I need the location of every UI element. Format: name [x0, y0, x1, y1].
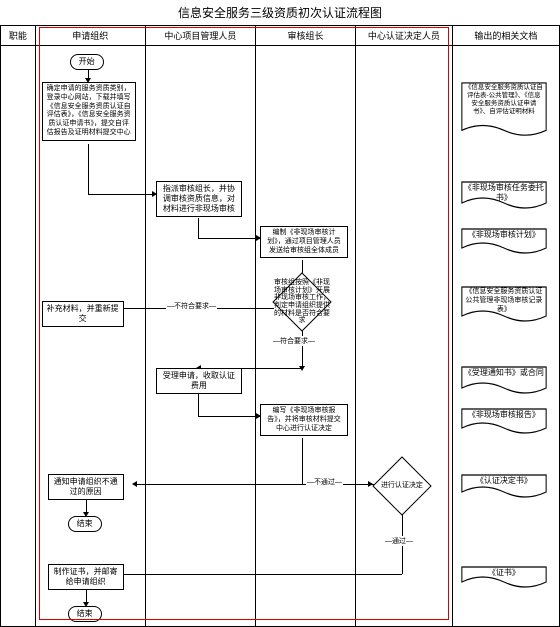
page-title: 信息安全服务三级资质初次认证流程图: [0, 0, 560, 25]
label-conform: —符合要求—: [272, 336, 316, 346]
doc-d4: 《信息安全服务资质认证公共管理非现场审核记录表》: [461, 286, 547, 324]
n10: 制作证书，并邮寄给申请组织: [48, 564, 124, 590]
start-node: 开始: [70, 54, 104, 70]
n6: 受理申请，收取认证费用: [156, 368, 242, 394]
doc-d5: 《受理通知书》或合同: [461, 366, 547, 396]
doc-d2: 《非现场审核任务委托书》: [461, 181, 547, 211]
n3: 编制《非现场审核计划》，通过项目管理人员发送给审核组全体成员: [260, 226, 348, 258]
col-applicant-header: 申请组织: [35, 26, 145, 46]
n9: 通知申请组织不通过的原因: [48, 474, 124, 500]
doc-d8: 《证书》: [461, 566, 547, 590]
end2: 结束: [68, 606, 102, 622]
flow-table: 职能 申请组织 中心项目管理人员 审核组长 中心认证决定人员 输出的相关文档 开…: [0, 25, 560, 627]
n1: 确定申请的服务资质类别，登录中心网站，下载并填写《信息安全服务资质认证自评估表》…: [42, 82, 136, 141]
end1: 结束: [68, 516, 102, 532]
doc-d6: 《非现场审核报告》: [461, 408, 547, 436]
label-pass: —通过—: [384, 536, 414, 546]
n2: 指派审核组长，并协调审核资质信息，对材料进行非现场审核: [156, 181, 242, 217]
n8: 进行认证决定: [372, 466, 432, 506]
n4: 审核组按照《非现场审核计划》开展非现场审核工作，判定申请组织提供的材料是否符合要…: [272, 282, 332, 322]
label-nonconform: —不符合要求—: [166, 301, 217, 311]
col-pm-header: 中心项目管理人员: [145, 26, 255, 46]
doc-d7: 《认证决定书》: [461, 474, 547, 500]
col-output-header: 输出的相关文档: [452, 26, 559, 46]
col-role-header: 职能: [1, 26, 36, 46]
doc-d3: 《非现场审核计划》: [461, 228, 547, 256]
doc-d1: 《信息安全服务资质认证自评估表-公共管理》、《信息安全服务资质认证申请书》、自评…: [461, 82, 547, 140]
n7: 编写《非现场审核报告》，并将审核材料提交中心进行认证决定: [260, 404, 348, 436]
col-decider-header: 中心认证决定人员: [355, 26, 452, 46]
label-fail: —不通过—: [306, 477, 343, 487]
col-leader-header: 审核组长: [255, 26, 355, 46]
n5: 补充材料，并重新提交: [42, 301, 124, 327]
